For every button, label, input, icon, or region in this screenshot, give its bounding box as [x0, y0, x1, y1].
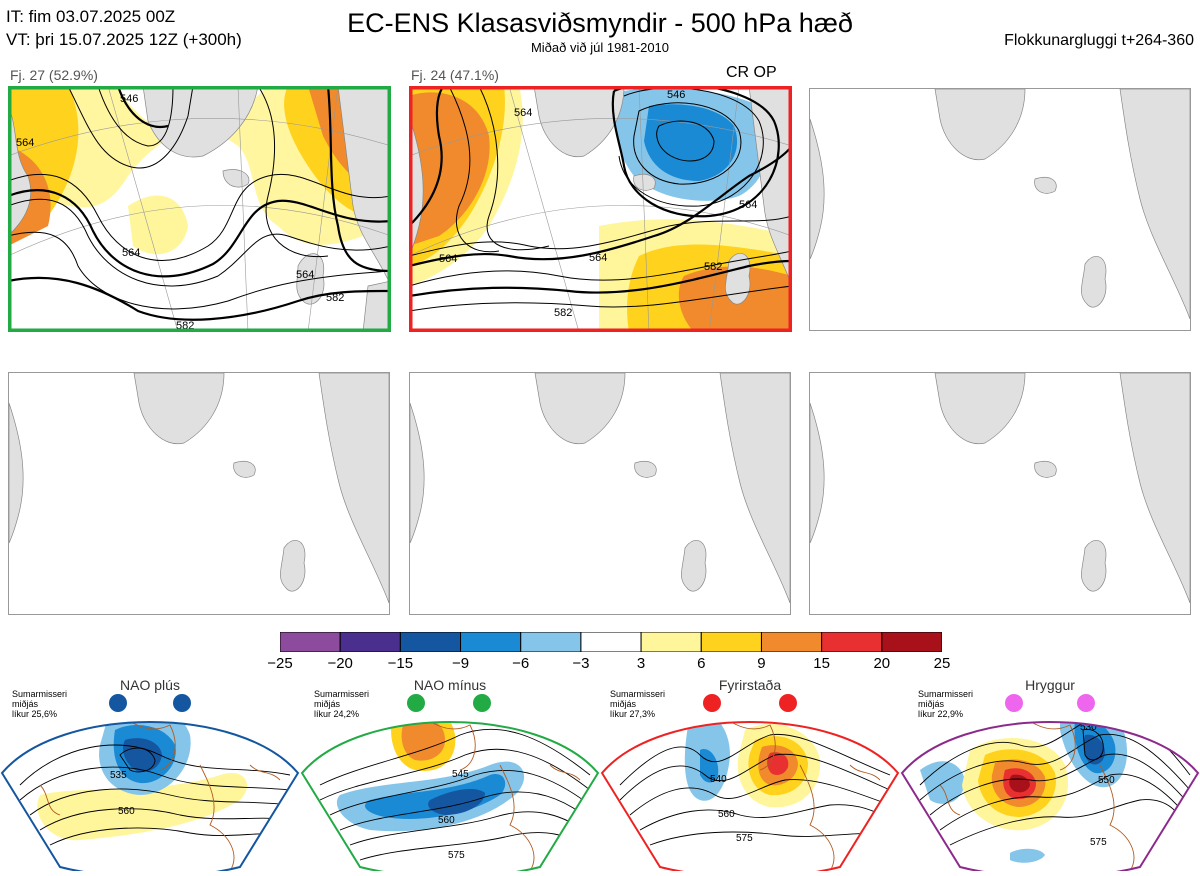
regime-blocking: 540 560 575 Fyrirstaða Sumarmisseri miðjá…	[600, 675, 900, 876]
colorbar-tick-label: 9	[757, 655, 766, 672]
contour-label: 575	[736, 833, 753, 844]
colorbar-tick-label: −15	[387, 655, 414, 672]
regime-title: NAO mínus	[413, 677, 487, 693]
page-title: EC-ENS Klasasviðsmyndir - 500 hPa hæð	[347, 8, 853, 38]
init-time-line: IT: fim 03.07.2025 00Z	[6, 7, 176, 26]
contour-label: 530	[1080, 722, 1097, 733]
contour-label: 560	[118, 806, 135, 817]
cluster-1-label: Fj. 27 (52.9%)	[10, 67, 98, 83]
cluster-2-border	[409, 86, 792, 332]
colorbar-segment	[580, 631, 642, 653]
colorbar-segment	[339, 631, 401, 653]
regime-nao-plus: 535 560 NAO plús Sumarmisseri miðjás líkur…	[0, 675, 300, 876]
cluster-2-map: 564 546 564 582 582 564 564	[409, 86, 792, 332]
contour-label: 575	[1090, 837, 1107, 848]
colorbar-tick-label: 6	[697, 655, 706, 672]
contour-label: 582	[326, 292, 344, 304]
colorbar-tick-label: −25	[267, 655, 293, 672]
regime-marker	[703, 694, 721, 712]
colorbar-tick-label: −20	[327, 655, 353, 672]
contour-label: 564	[296, 269, 314, 281]
classification-window: Flokkunargluggi t+264-360	[1004, 32, 1194, 49]
regime-marker	[407, 694, 425, 712]
regime-marker	[1077, 694, 1095, 712]
contour-label: 564	[16, 137, 34, 149]
contour-label: 545	[452, 769, 469, 780]
contour-label: 540	[710, 774, 727, 785]
colorbar-segment	[520, 631, 582, 653]
contour-label: 564	[589, 252, 607, 264]
empty-map-3	[809, 88, 1191, 331]
contour-label: 564	[514, 107, 532, 119]
regime-marker	[473, 694, 491, 712]
contour-label: 535	[110, 770, 127, 781]
regime-note: Sumarmisseri miðjás líkur 25,6%	[12, 689, 68, 719]
colorbar-segment	[881, 631, 943, 653]
cluster-1-border	[8, 86, 391, 332]
regime-marker	[779, 694, 797, 712]
colorbar-tick-label: 15	[813, 655, 830, 672]
colorbar-tick-label: 25	[933, 655, 951, 672]
regime-title: Hryggur	[1025, 677, 1075, 693]
colorbar-tick-label: 20	[873, 655, 891, 672]
colorbar-tick-label: 3	[636, 655, 646, 672]
header-init-time: IT: fim 03.07.2025 00Z VT: þri 15.07.202…	[6, 5, 242, 51]
regime-marker	[109, 694, 127, 712]
regime-note: Sumarmisseri miðjás líkur 27,3%	[610, 689, 666, 719]
contour-label: 546	[120, 93, 138, 105]
contour-label: 546	[667, 89, 685, 101]
colorbar-segment	[640, 631, 702, 653]
contour-label: 560	[718, 809, 735, 820]
cluster-1-map: 564 546 564 564 582 582	[8, 86, 391, 332]
colorbar-segment	[279, 631, 341, 653]
colorbar-tick-label: −3	[572, 655, 590, 672]
regime-marker	[173, 694, 191, 712]
contour-label: 575	[448, 850, 465, 861]
regime-nao-minus: 545 560 575 NAO mínus Sumarmisseri miðjás…	[300, 675, 600, 876]
contour-label: 564	[439, 253, 457, 265]
cluster-2-extra: CR OP	[726, 64, 777, 81]
colorbar-tick-label: −6	[512, 655, 530, 672]
valid-time-line: VT: þri 15.07.2025 12Z (+300h)	[6, 30, 242, 49]
regime-title: Fyrirstaða	[718, 677, 782, 693]
regime-title: NAO plús	[120, 677, 180, 693]
colorbar-segment	[760, 631, 823, 653]
contour-label: 582	[704, 261, 722, 273]
regime-ridge: 530 550 575 Hryggur Sumarmisseri miðjás lí…	[900, 675, 1200, 876]
cluster-2-label: Fj. 24 (47.1%)	[411, 67, 499, 83]
contour-label: 560	[438, 815, 455, 826]
empty-map-4	[8, 372, 390, 615]
colorbar-segment	[399, 631, 462, 653]
colorbar-labels: −25 −20 −15 −9 −6 −3 3 6 9 15 20 25	[262, 655, 962, 675]
regime-marker	[1005, 694, 1023, 712]
colorbar	[279, 631, 943, 653]
colorbar-tick-label: −9	[451, 655, 470, 672]
contour-label: 564	[739, 199, 757, 211]
contour-label: 582	[554, 307, 572, 319]
empty-map-6	[809, 372, 1191, 615]
colorbar-segment	[700, 631, 762, 653]
colorbar-segment	[821, 631, 883, 653]
regime-note: Sumarmisseri miðjás líkur 22,9%	[918, 689, 974, 719]
regime-note: Sumarmisseri miðjás líkur 24,2%	[314, 689, 370, 719]
contour-label: 550	[1098, 775, 1115, 786]
colorbar-segment	[460, 631, 522, 653]
page-subtitle: Miðað við júl 1981-2010	[530, 40, 670, 55]
empty-map-5	[409, 372, 791, 615]
contour-label: 564	[122, 247, 140, 259]
